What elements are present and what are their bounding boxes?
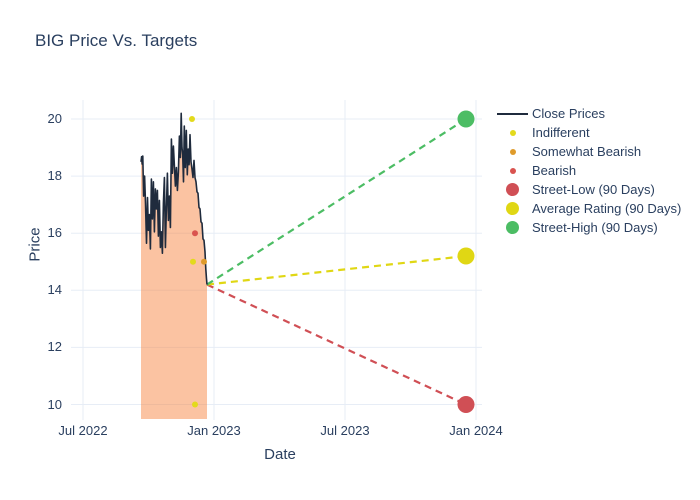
legend-item-average-rating[interactable]: Average Rating (90 Days)	[493, 199, 681, 218]
chart-title: BIG Price Vs. Targets	[35, 31, 198, 50]
rating-dot-indifferent[interactable]	[192, 401, 198, 408]
y-tick-label: 16	[47, 225, 62, 241]
x-tick-label: Jan 2024	[449, 423, 503, 438]
rating-dot-somewhat-bearish[interactable]	[201, 258, 207, 265]
legend: Close Prices Indifferent Somewhat Bearis…	[493, 104, 681, 237]
target-marker-street-low-90-days-[interactable]	[457, 396, 475, 413]
bubble-swatch-icon	[493, 202, 532, 215]
target-dash-line[interactable]	[206, 118, 467, 286]
legend-item-somewhat-bearish[interactable]: Somewhat Bearish	[493, 142, 681, 161]
y-axis-title: Price	[26, 227, 44, 262]
y-tick-label: 14	[47, 282, 62, 298]
legend-item-street-high[interactable]: Street-High (90 Days)	[493, 218, 681, 237]
legend-item-street-low[interactable]: Street-Low (90 Days)	[493, 180, 681, 199]
legend-item-close-prices[interactable]: Close Prices	[493, 104, 681, 123]
dot-swatch-icon	[493, 167, 532, 174]
legend-item-indifferent[interactable]: Indifferent	[493, 123, 681, 142]
legend-item-bearish[interactable]: Bearish	[493, 161, 681, 180]
rating-dot-bearish[interactable]	[192, 230, 198, 237]
target-dash-line[interactable]	[206, 254, 467, 286]
x-tick-label: Jul 2023	[320, 423, 370, 438]
y-tick-label: 20	[47, 111, 62, 126]
bubble-swatch-icon	[493, 221, 532, 234]
close-price-area[interactable]	[141, 113, 207, 420]
dot-swatch-icon	[493, 148, 532, 155]
target-marker-average-rating-90-days-[interactable]	[457, 247, 475, 265]
x-axis-title: Date	[264, 446, 296, 463]
target-dash-line[interactable]	[206, 283, 467, 406]
line-swatch-icon	[493, 112, 532, 115]
y-tick-label: 12	[47, 339, 62, 355]
close-price-line[interactable]	[140, 112, 208, 285]
bubble-swatch-icon	[493, 183, 532, 196]
y-tick-label: 18	[47, 168, 62, 184]
rating-dot-indifferent[interactable]	[189, 116, 195, 122]
target-marker-street-high-90-days-[interactable]	[457, 110, 475, 128]
x-tick-label: Jul 2022	[58, 423, 108, 438]
rating-dot-indifferent[interactable]	[190, 258, 196, 265]
dot-swatch-icon	[493, 129, 532, 136]
y-tick-label: 10	[47, 396, 62, 412]
x-tick-label: Jan 2023	[187, 423, 241, 438]
